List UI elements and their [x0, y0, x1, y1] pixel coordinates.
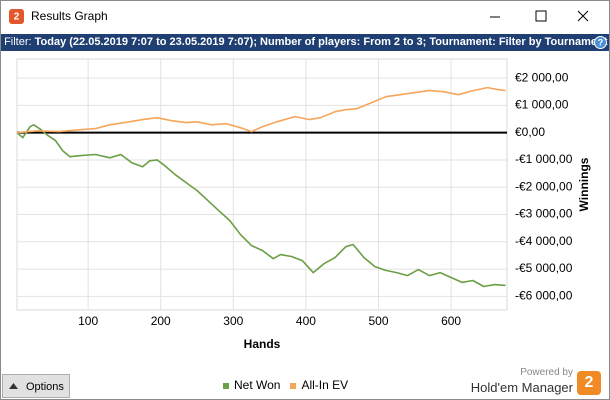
title-bar-graphics: 2 [9, 9, 589, 24]
close-button[interactable] [577, 10, 589, 22]
y-tick-label: €0,00 [515, 125, 545, 139]
x-tick-label: 100 [78, 314, 98, 328]
plot-area [16, 58, 508, 311]
brand-logo: 2 [577, 371, 601, 395]
title-bar: 2 Results Graph [1, 1, 609, 33]
filter-text: Today (22.05.2019 7:07 to 23.05.2019 7:0… [34, 36, 609, 48]
x-tick-label: 600 [441, 314, 461, 328]
filter-bar: Filter: Today (22.05.2019 7:07 to 23.05.… [1, 34, 609, 51]
filter-label: Filter: [4, 36, 32, 48]
legend-item: All-In EV [290, 378, 348, 392]
app-icon-text: 2 [14, 12, 20, 23]
y-axis-label: Winnings [577, 157, 591, 211]
series-line [16, 86, 506, 134]
y-tick-label: €2 000,00 [515, 70, 569, 84]
x-tick-label: 500 [368, 314, 388, 328]
y-tick-label: -€6 000,00 [515, 289, 573, 303]
chart: €2 000,00 €1 000,00 €0,00 -€1 000,00 -€2 000… [16, 58, 591, 351]
y-tick-label: -€5 000,00 [515, 261, 573, 275]
x-tick-label: 200 [151, 314, 171, 328]
x-tick-label: 400 [296, 314, 316, 328]
y-tick-label: -€2 000,00 [515, 179, 573, 193]
window-title: Results Graph [31, 9, 108, 23]
brand-name: Hold'em Manager [470, 380, 573, 395]
y-tick-label: -€3 000,00 [515, 207, 573, 221]
series-line [16, 124, 506, 288]
options-button[interactable]: Options [2, 374, 70, 398]
y-tick-label: -€1 000,00 [515, 152, 573, 166]
help-icon[interactable]: ? [594, 36, 607, 49]
brand: Powered by Hold'em Manager [471, 367, 573, 395]
x-tick-label: 300 [223, 314, 243, 328]
legend-label: Net Won [234, 378, 281, 392]
options-arrow [9, 383, 18, 389]
x-axis-label: Hands [244, 337, 281, 351]
bottom-bar: Options Net Won All-In EV Powered by Hold… [1, 367, 609, 399]
powered-by: Powered by [520, 367, 573, 378]
legend-item: Net Won [223, 378, 280, 392]
legend-label: All-In EV [301, 378, 349, 392]
svg-text:?: ? [598, 37, 604, 47]
legend: Net Won All-In EV [223, 378, 358, 392]
y-tick-label: €1 000,00 [515, 98, 569, 112]
legend-swatch [290, 382, 297, 389]
legend-swatch [223, 382, 229, 389]
app-icon [9, 9, 24, 24]
y-tick-label: -€4 000,00 [515, 234, 573, 248]
options-label: Options [26, 381, 64, 393]
maximize-button[interactable] [535, 10, 547, 22]
